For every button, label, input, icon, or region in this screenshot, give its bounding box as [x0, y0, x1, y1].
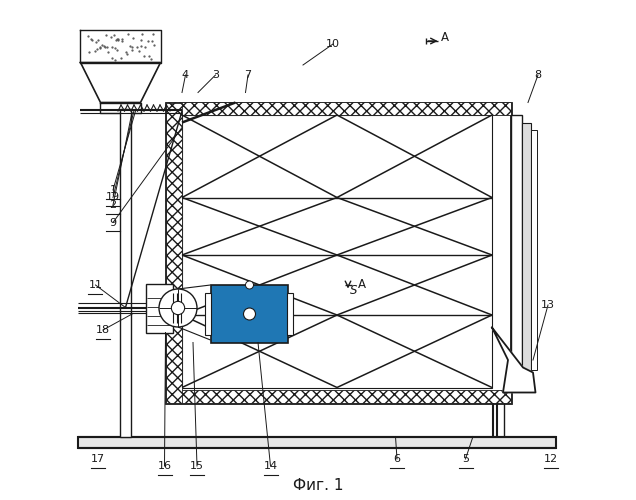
Bar: [522, 122, 530, 378]
Bar: [530, 130, 537, 370]
Text: A: A: [441, 31, 448, 44]
Text: 11: 11: [88, 280, 102, 290]
Polygon shape: [100, 102, 141, 113]
Bar: [165, 390, 511, 402]
Text: 1: 1: [109, 185, 116, 195]
Text: 12: 12: [543, 454, 558, 464]
Text: 5: 5: [462, 454, 469, 464]
Bar: [165, 102, 511, 115]
Text: Фиг. 1: Фиг. 1: [293, 478, 343, 492]
Bar: [120, 109, 130, 436]
Bar: [511, 115, 522, 388]
Text: 8: 8: [534, 70, 542, 80]
Circle shape: [244, 308, 256, 320]
Text: 15: 15: [190, 461, 204, 471]
Polygon shape: [492, 328, 536, 392]
Circle shape: [159, 289, 197, 327]
Text: 7: 7: [244, 70, 252, 80]
Bar: [78, 436, 555, 448]
Text: 19: 19: [106, 192, 120, 202]
Bar: [287, 292, 293, 335]
Polygon shape: [81, 62, 160, 102]
Text: A: A: [358, 278, 366, 291]
Text: 16: 16: [158, 461, 172, 471]
Circle shape: [245, 281, 254, 289]
Text: 6: 6: [394, 454, 401, 464]
Bar: [205, 292, 212, 335]
Text: 4: 4: [182, 70, 189, 80]
Text: 2: 2: [109, 200, 116, 210]
Text: 13: 13: [541, 300, 555, 310]
Bar: [146, 284, 173, 333]
Circle shape: [171, 302, 184, 314]
Text: S: S: [350, 284, 357, 296]
Bar: [211, 285, 288, 343]
Polygon shape: [81, 30, 160, 62]
Text: 17: 17: [91, 454, 105, 464]
Text: 9: 9: [109, 218, 116, 228]
Text: 14: 14: [263, 461, 277, 471]
Text: 10: 10: [326, 39, 340, 49]
Bar: [182, 115, 492, 388]
Bar: [165, 102, 511, 403]
Text: 18: 18: [96, 325, 110, 335]
Bar: [165, 102, 182, 403]
Text: 3: 3: [212, 70, 219, 80]
